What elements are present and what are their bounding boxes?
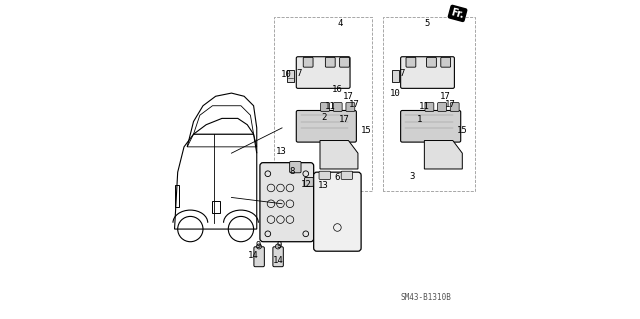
FancyBboxPatch shape	[319, 171, 330, 179]
FancyBboxPatch shape	[254, 247, 264, 267]
FancyBboxPatch shape	[296, 110, 356, 142]
Text: 1: 1	[417, 115, 422, 123]
Circle shape	[275, 244, 280, 249]
Text: 14: 14	[248, 251, 259, 260]
Text: 17: 17	[349, 100, 360, 109]
Text: 15: 15	[360, 126, 371, 135]
Text: 16: 16	[332, 85, 342, 94]
FancyBboxPatch shape	[438, 103, 447, 111]
FancyBboxPatch shape	[325, 57, 335, 67]
Text: SM43-B1310B: SM43-B1310B	[401, 293, 451, 302]
FancyBboxPatch shape	[341, 171, 353, 179]
Text: 17: 17	[343, 92, 354, 101]
Polygon shape	[320, 141, 358, 169]
FancyBboxPatch shape	[406, 57, 416, 67]
Text: 15: 15	[457, 126, 468, 135]
Text: 11: 11	[325, 102, 336, 111]
Text: 5: 5	[425, 19, 430, 28]
Text: 3: 3	[410, 172, 415, 182]
FancyBboxPatch shape	[427, 57, 436, 67]
Text: 7: 7	[399, 69, 405, 78]
FancyBboxPatch shape	[321, 103, 330, 111]
Text: 17: 17	[339, 115, 349, 124]
Text: 14: 14	[273, 256, 284, 265]
FancyBboxPatch shape	[401, 57, 454, 88]
Bar	[212, 201, 220, 213]
Bar	[175, 185, 179, 207]
Text: 7: 7	[297, 69, 302, 78]
FancyBboxPatch shape	[290, 161, 301, 173]
Text: 8: 8	[289, 167, 295, 176]
Text: 12: 12	[301, 180, 312, 189]
Circle shape	[257, 244, 262, 249]
FancyBboxPatch shape	[303, 57, 313, 67]
FancyBboxPatch shape	[346, 103, 355, 111]
Text: 11: 11	[419, 102, 429, 111]
Bar	[287, 70, 294, 82]
Text: 17: 17	[440, 93, 451, 101]
Text: 10: 10	[390, 89, 400, 98]
Text: 6: 6	[334, 173, 339, 182]
Text: 13: 13	[318, 181, 328, 190]
FancyBboxPatch shape	[441, 57, 451, 67]
Text: 17: 17	[445, 100, 456, 109]
Text: 9: 9	[255, 241, 261, 250]
FancyBboxPatch shape	[305, 178, 314, 186]
Text: 2: 2	[321, 113, 326, 122]
FancyBboxPatch shape	[273, 247, 284, 267]
Text: 4: 4	[338, 19, 343, 28]
Bar	[392, 70, 399, 82]
FancyBboxPatch shape	[340, 57, 349, 67]
Text: 13: 13	[276, 147, 287, 156]
Text: Fr.: Fr.	[450, 7, 465, 20]
FancyBboxPatch shape	[296, 57, 350, 88]
Text: 10: 10	[281, 70, 292, 78]
Text: 9: 9	[276, 241, 282, 250]
Polygon shape	[424, 141, 462, 169]
FancyBboxPatch shape	[314, 172, 361, 251]
FancyBboxPatch shape	[425, 103, 434, 111]
FancyBboxPatch shape	[260, 163, 314, 242]
FancyBboxPatch shape	[401, 110, 461, 142]
FancyBboxPatch shape	[333, 103, 342, 111]
FancyBboxPatch shape	[451, 103, 459, 111]
